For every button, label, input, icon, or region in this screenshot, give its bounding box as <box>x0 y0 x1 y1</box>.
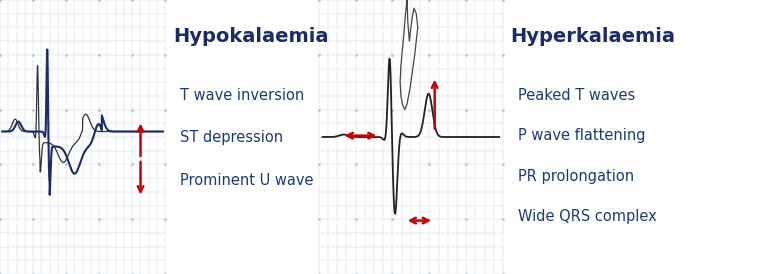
Text: Wide QRS complex: Wide QRS complex <box>518 209 657 224</box>
Text: PR prolongation: PR prolongation <box>518 169 634 184</box>
Text: Peaked T waves: Peaked T waves <box>518 88 636 103</box>
Text: Hyperkalaemia: Hyperkalaemia <box>511 27 676 46</box>
Text: P wave flattening: P wave flattening <box>518 128 646 143</box>
Text: Hypokalaemia: Hypokalaemia <box>173 27 328 46</box>
Text: T wave inversion: T wave inversion <box>180 88 305 103</box>
Text: Prominent U wave: Prominent U wave <box>180 173 314 188</box>
Text: ST depression: ST depression <box>180 130 283 145</box>
